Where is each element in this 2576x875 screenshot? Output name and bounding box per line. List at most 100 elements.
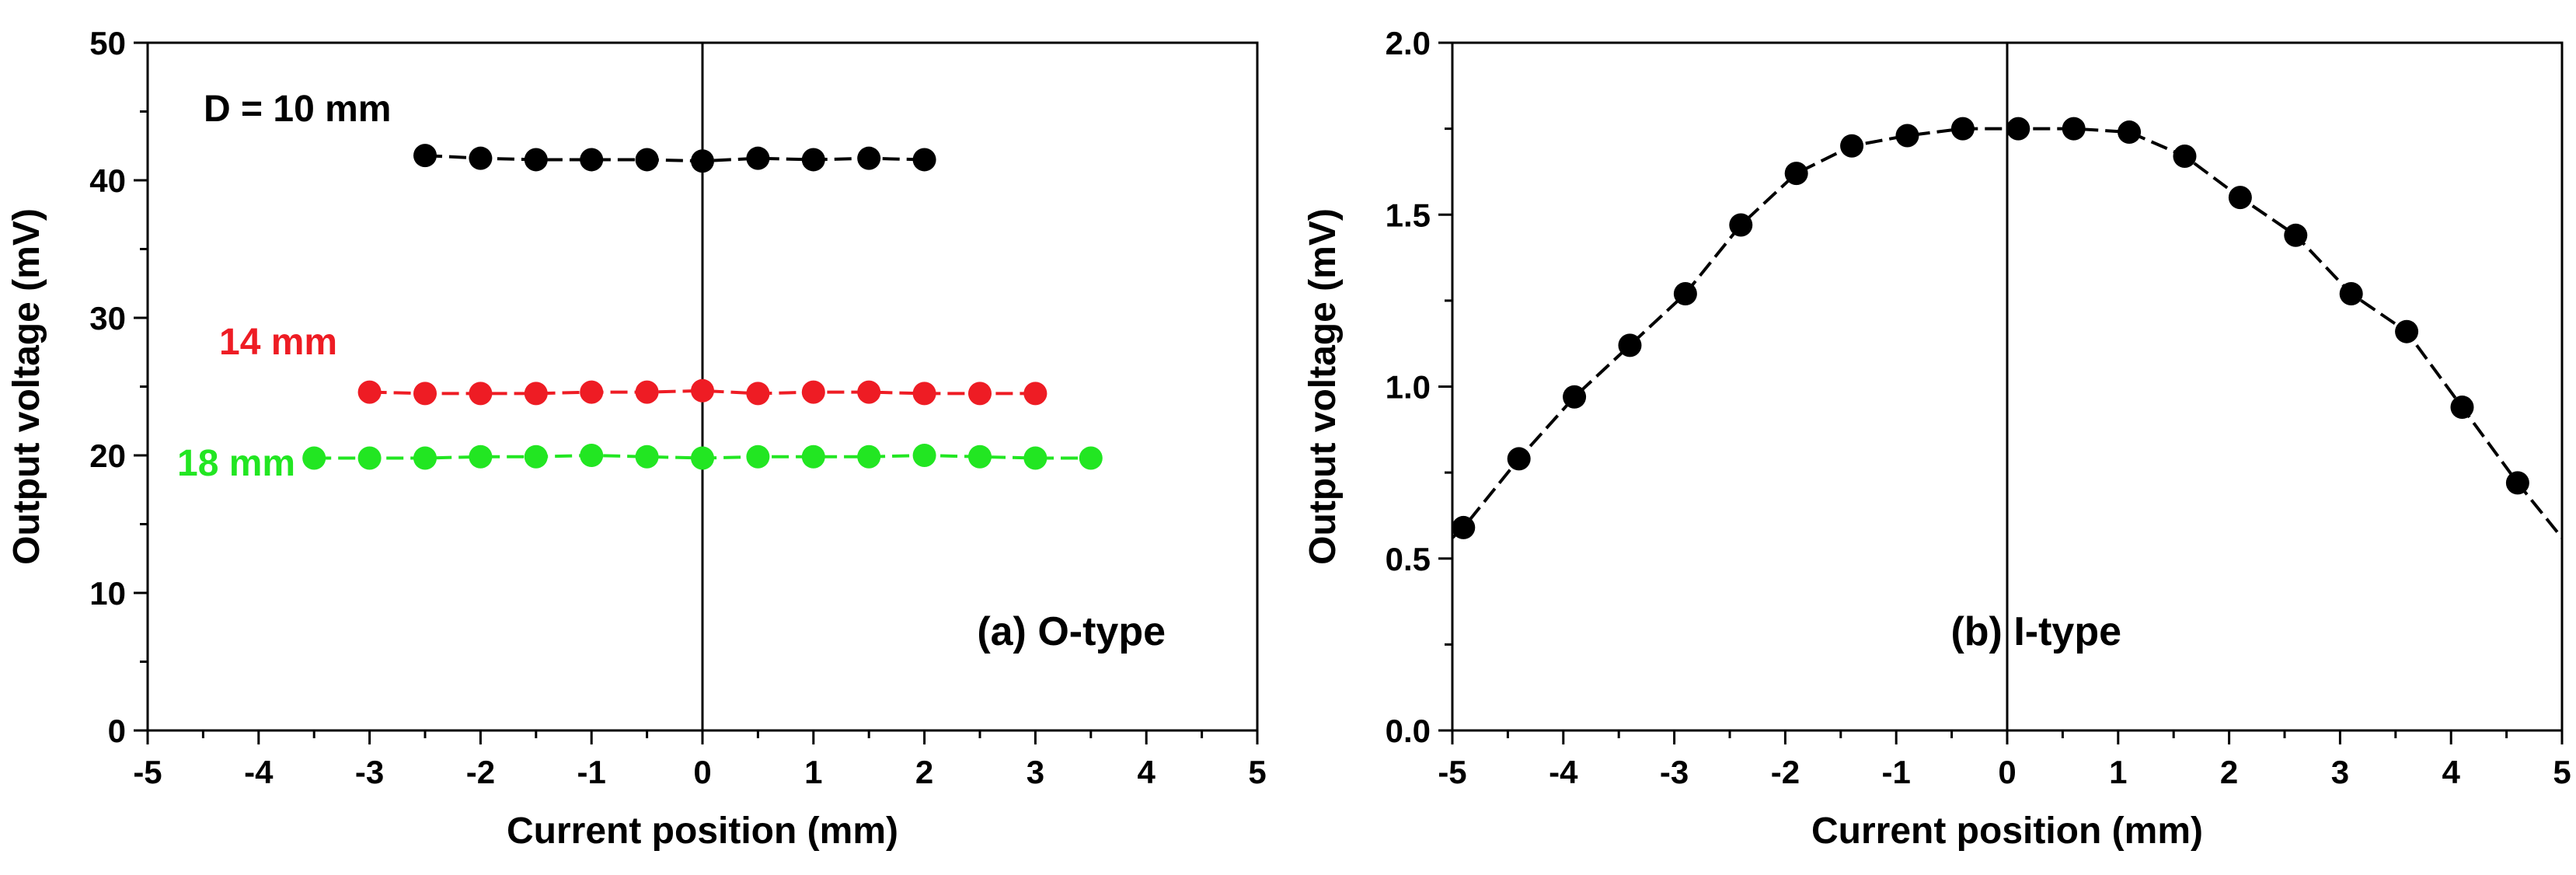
series-label: D = 10 mm	[204, 89, 391, 130]
x-axis-title: Current position (mm)	[1811, 811, 2203, 852]
y-tick-label: 30	[89, 300, 126, 336]
x-tick-label: 4	[2442, 754, 2461, 790]
data-point	[1507, 447, 1531, 471]
x-tick-label: 2	[2220, 754, 2238, 790]
series-line	[1451, 127, 2564, 539]
data-point	[635, 444, 659, 469]
data-point	[635, 148, 659, 172]
data-point	[2339, 282, 2363, 306]
data-point	[1784, 162, 1808, 186]
data-point	[469, 382, 493, 406]
data-point	[1729, 213, 1753, 237]
data-point	[801, 148, 825, 172]
data-point	[1840, 134, 1864, 158]
data-point	[857, 444, 881, 469]
x-tick-label: -2	[466, 754, 495, 790]
series-label: 18 mm	[177, 443, 295, 484]
data-point	[580, 444, 604, 467]
x-tick-label: 3	[1027, 754, 1044, 790]
data-point	[2505, 471, 2529, 495]
data-point	[2450, 396, 2474, 420]
panel-label: (a) O-type	[977, 609, 1166, 654]
data-point	[580, 380, 604, 404]
x-tick-label: -3	[355, 754, 384, 790]
data-point	[1023, 382, 1047, 406]
x-axis-title: Current position (mm)	[507, 811, 898, 852]
y-tick-label: 20	[89, 438, 126, 474]
x-tick-label: -4	[1549, 754, 1578, 790]
x-tick-label: -1	[1882, 754, 1911, 790]
x-tick-label: 1	[804, 754, 822, 790]
data-point	[524, 148, 548, 172]
x-tick-label: -1	[577, 754, 606, 790]
data-point	[1895, 124, 1919, 148]
data-point	[801, 444, 825, 469]
data-point	[2395, 319, 2419, 343]
data-point	[1563, 385, 1587, 409]
x-tick-label: -2	[1771, 754, 1800, 790]
data-point	[857, 380, 881, 404]
x-tick-label: 0	[693, 754, 711, 790]
x-tick-label: 1	[2109, 754, 2127, 790]
data-point	[968, 444, 992, 469]
data-point	[1452, 515, 1476, 539]
x-tick-label: 2	[915, 754, 933, 790]
data-point	[357, 380, 382, 404]
data-point	[1950, 117, 1975, 141]
series-18-mm	[302, 444, 1103, 470]
data-point	[2118, 120, 2142, 145]
data-point	[912, 382, 936, 406]
x-tick-label: 5	[2553, 754, 2571, 790]
y-tick-label: 1.0	[1386, 369, 1431, 406]
y-axis-title: Output voltage (mV)	[1302, 208, 1344, 565]
x-tick-label: -4	[244, 754, 274, 790]
data-point	[469, 146, 493, 170]
data-point	[857, 146, 881, 170]
data-point	[912, 148, 936, 172]
y-tick-label: 0.5	[1386, 541, 1431, 577]
x-tick-label: 3	[2331, 754, 2349, 790]
x-tick-label: 0	[1998, 754, 2016, 790]
data-point	[746, 382, 770, 406]
y-tick-label: 1.5	[1386, 197, 1431, 233]
y-tick-label: 10	[89, 575, 126, 612]
data-point	[691, 446, 714, 470]
data-point	[413, 144, 437, 168]
data-point	[302, 446, 326, 470]
y-tick-label: 40	[89, 162, 126, 199]
data-point	[635, 380, 659, 404]
data-point	[691, 149, 714, 173]
panel-b-i-type: -5 -4 -3 -2 -1 0 1 2 3 4 5 0.0 0.5 1.0 1.5 2.0 Current p…	[1302, 25, 2571, 852]
y-tick-label: 50	[89, 25, 126, 61]
y-tick-label: 0	[108, 713, 126, 749]
data-point	[1673, 282, 1697, 306]
data-point	[2173, 145, 2197, 169]
panel-label: (b) I-type	[1950, 609, 2121, 654]
series-label: 14 mm	[219, 322, 337, 363]
data-point	[1023, 446, 1047, 470]
data-point	[413, 446, 437, 470]
data-point	[912, 444, 936, 467]
data-point	[2228, 186, 2252, 210]
x-tick-label: -5	[133, 754, 162, 790]
data-point	[413, 382, 437, 406]
x-tick-label: -5	[1438, 754, 1466, 790]
data-point	[2006, 117, 2030, 141]
data-point	[746, 444, 770, 469]
data-point	[580, 148, 604, 172]
y-tick-label: 2.0	[1386, 25, 1431, 61]
data-point	[2062, 117, 2086, 141]
data-point	[1618, 333, 1642, 357]
series-i-type	[1451, 117, 2564, 539]
y-axis-title: Output voltage (mV)	[6, 208, 47, 565]
data-point	[691, 378, 714, 403]
x-tick-label: 4	[1138, 754, 1156, 790]
data-point	[1079, 446, 1103, 470]
x-tick-label: 5	[1248, 754, 1266, 790]
data-point	[968, 382, 992, 406]
data-point	[469, 444, 493, 469]
data-point	[2284, 223, 2308, 247]
series-d-10-mm	[413, 144, 936, 173]
